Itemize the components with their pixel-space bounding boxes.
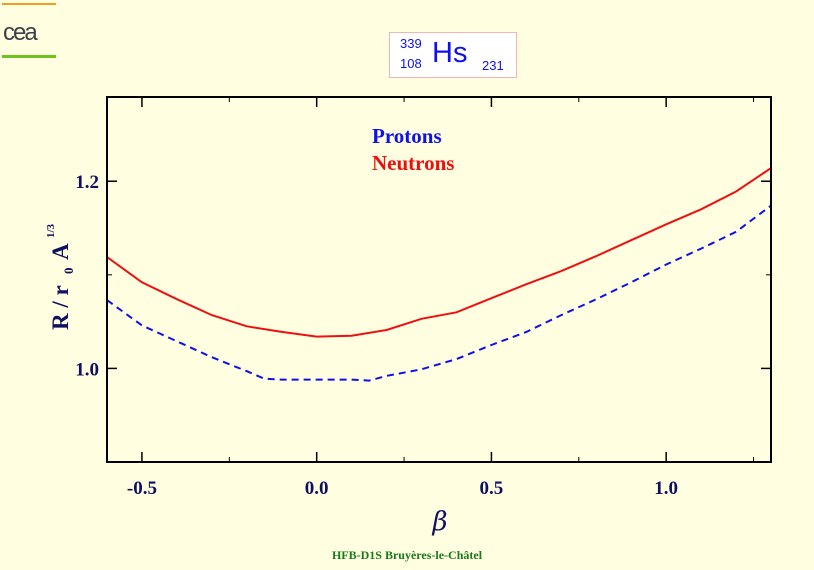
x-tick-label: 0.5 [480,478,504,499]
x-tick-label: 0.0 [305,478,329,499]
x-axis-label: β [431,507,447,537]
mass-number: 339 [400,36,422,51]
legend-protons: Protons [372,124,442,148]
y-axis-label: R / r [48,285,73,330]
footer-credit: HFB-D1S Bruyères-le-Châtel [331,548,483,562]
svg-text:cea: cea [3,19,38,46]
atomic-number: 108 [400,56,422,71]
y-axis-label-sup: 1/3 [45,223,57,238]
cea-logo: cea [2,3,56,58]
nucleus-label: 339 108 Hs 231 [389,32,517,78]
series-line-neutrons [106,167,772,338]
plot-frame [106,96,772,463]
neutron-number: 231 [482,58,504,73]
legend-neutrons: Neutrons [372,151,454,175]
x-tick-label: 1.0 [654,478,678,499]
y-tick-label: 1.0 [75,359,99,380]
x-tick-label: -0.5 [127,478,157,499]
series-line-protons [106,204,772,382]
y-axis-label-sub: 0 [61,268,76,275]
element-symbol: Hs [432,37,468,69]
y-tick-label: 1.2 [75,172,99,193]
y-axis-label-A: A [48,243,73,260]
